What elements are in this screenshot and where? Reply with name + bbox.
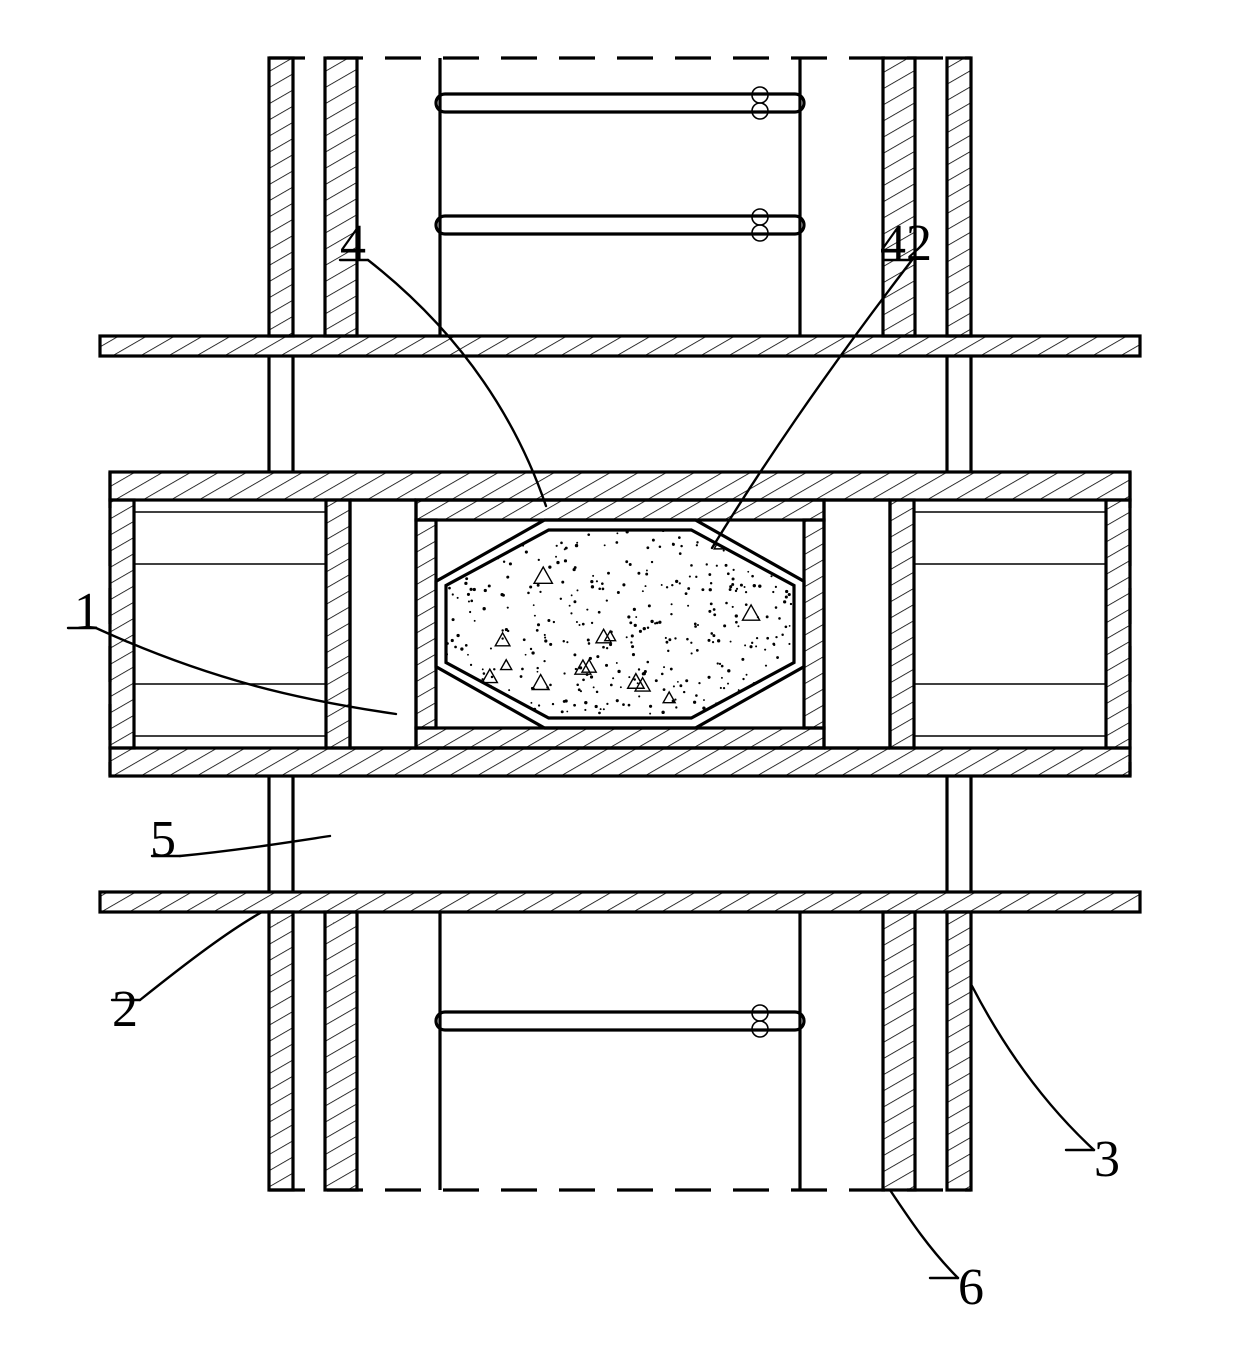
callout-label: 6 (958, 1258, 984, 1317)
diagram-stage: 4 42 1 5 2 3 6 (0, 0, 1240, 1357)
callout-label: 42 (880, 214, 932, 273)
callout-label: 5 (150, 810, 176, 869)
callout-label: 3 (1094, 1130, 1120, 1189)
callout-label: 2 (112, 980, 138, 1039)
callout-label: 4 (340, 214, 366, 273)
callout-label: 1 (74, 582, 100, 641)
